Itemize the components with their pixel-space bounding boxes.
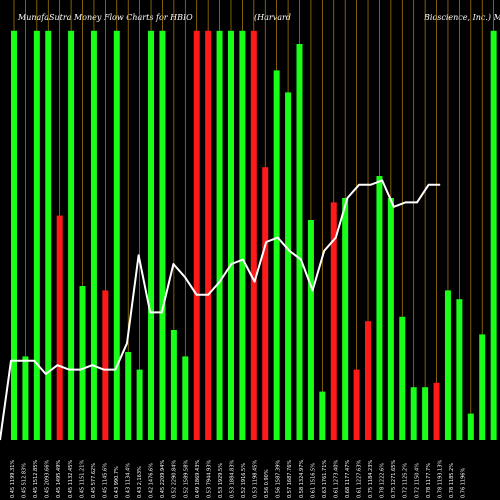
x-tick-label: 0.57 1687.76% [287, 460, 293, 498]
x-tick-label: 0.45 577.62% [91, 463, 97, 498]
bar [205, 30, 212, 441]
x-tick-label: 0.45 2209.94% [160, 460, 166, 498]
x-tick-label: 0.75 1184.23% [368, 460, 374, 498]
bar [159, 30, 166, 441]
bar [193, 30, 200, 441]
x-tick-label: 0.61 1516.5% [310, 463, 316, 498]
bar [444, 290, 451, 440]
x-tick-label: 0.52 1916.5% [241, 463, 247, 498]
bar [45, 30, 52, 441]
bar [148, 30, 155, 441]
bar [113, 30, 120, 441]
x-tick-label: 0.43 2,163% [137, 466, 143, 498]
bar [353, 369, 360, 440]
bar [22, 356, 29, 440]
bar [433, 382, 440, 440]
x-tick-label: 0.56 1587.39% [276, 460, 282, 498]
bar [90, 30, 97, 441]
x-tick-label: 0.45 1151.21% [79, 460, 85, 498]
x-tick-label: 0.45 1512.85% [33, 460, 39, 498]
bar [262, 167, 269, 440]
bar [227, 30, 234, 441]
x-tick-label: 0.49 1869.43% [195, 460, 201, 498]
bar [125, 352, 132, 440]
bar [239, 30, 246, 441]
series-line [0, 179, 441, 441]
x-tick-labels: 0.45 1199.31% 0.45 512.83% 0.45 1512.85% 0.… [10, 460, 467, 498]
bar [33, 30, 40, 441]
x-tick-label: 0.78 1222.6% [380, 463, 386, 498]
bar [399, 316, 406, 440]
x-tick-label: 0.53 1198.45% [253, 460, 259, 498]
x-tick-label: 0.78 1177.7% [426, 463, 432, 498]
bar [79, 286, 86, 440]
x-tick-label: 0.61 1227.63% [357, 460, 363, 498]
bar [456, 299, 463, 440]
x-tick-label: 0.58 1324.97% [299, 460, 305, 498]
x-tick-label: 0.45 1132.45% [68, 460, 74, 498]
x-tick-label: 0.42 1476.6% [149, 463, 155, 498]
x-tick-label: 0.78 1193.13% [437, 460, 443, 498]
x-tick-label: 0.72 1150.4% [414, 463, 420, 498]
x-tick-label: 0.53 7944.93% [206, 460, 212, 498]
x-tick-label: 0.45 512.83% [22, 463, 28, 498]
bar [182, 356, 189, 440]
bar [490, 30, 497, 441]
bar [102, 290, 109, 440]
bar [387, 198, 394, 440]
bar [11, 30, 17, 441]
x-tick-label: 0.56 0.90% [264, 469, 270, 498]
bar [410, 387, 417, 440]
bar [330, 202, 337, 440]
bar-series [11, 30, 497, 441]
x-tick-label: 0.75 1271.65% [391, 460, 397, 498]
x-tick-label: 0.63 1761.71% [322, 460, 328, 498]
chart-title-right: Bioscience, Inc.) Mar [424, 13, 500, 22]
x-tick-label: 0.68 1177.47% [345, 460, 351, 498]
x-tick-label: 0.43 1134.4% [126, 463, 132, 498]
chart-title-middle: (Harvard [254, 13, 291, 22]
bar [170, 330, 177, 440]
x-tick-label: 0.45 1199.31% [10, 460, 16, 498]
bar [68, 30, 75, 441]
bar [365, 321, 372, 440]
bar [216, 30, 223, 441]
x-tick-label: 0.45 2093.66% [45, 460, 51, 498]
x-tick-label: 0.43 990.7% [114, 466, 120, 498]
bar [285, 92, 292, 441]
bar [376, 176, 383, 440]
line-series [0, 179, 441, 441]
x-tick-label: 0.72 1125.2% [403, 463, 409, 498]
bar [422, 387, 429, 440]
bar [296, 44, 303, 440]
bar [319, 391, 326, 440]
x-tick-label: 0.52 2290.84% [172, 460, 178, 498]
x-tick-label: 0.53 1929.5% [218, 463, 224, 498]
bar [250, 30, 257, 441]
x-tick-label: 0.61 1273.40% [333, 460, 339, 498]
bar [136, 369, 143, 440]
x-tick-label: 0.76 1196% [461, 468, 467, 498]
bar [56, 215, 63, 440]
bar [307, 220, 314, 440]
x-tick-label: 0.52 1589.58% [183, 460, 189, 498]
x-tick-label: 0.45 1145.6% [102, 463, 108, 498]
x-tick-label: 0.45 1495.49% [56, 460, 62, 498]
x-tick-label: 0.53 1884.83% [230, 460, 236, 498]
bar [342, 198, 349, 440]
bar [479, 334, 486, 440]
bar [467, 413, 474, 440]
bar [273, 70, 280, 441]
x-tick-label: 0.78 1185.2% [449, 463, 455, 498]
